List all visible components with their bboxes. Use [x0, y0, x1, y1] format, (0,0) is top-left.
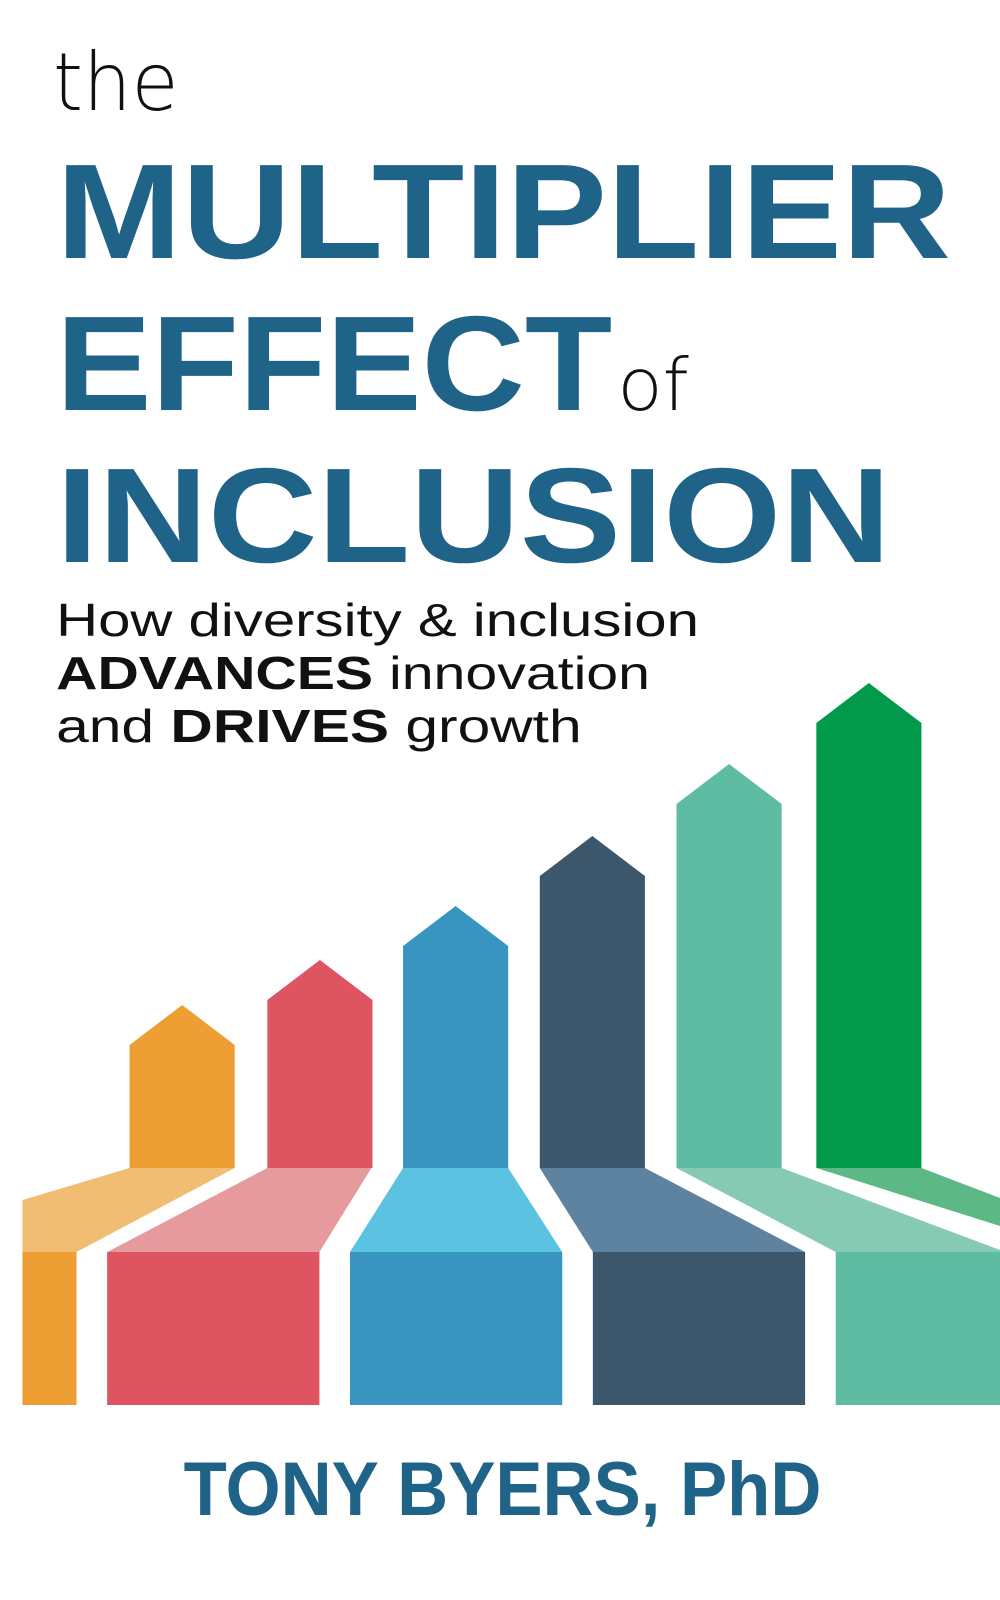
subtitle-line-2: ADVANCES innovation [56, 647, 650, 698]
arrow-stem-3 [403, 906, 509, 1168]
author-name: TONY BYERS, PhD [184, 1448, 822, 1532]
arrow-floor-3 [350, 1168, 563, 1252]
rising-arrows-graphic [22, 683, 1000, 1405]
title-line-inclusion: INCLUSION [56, 440, 891, 590]
subtitle-line-1: How diversity & inclusion [56, 594, 699, 645]
arrow-front-1 [22, 1252, 77, 1405]
arrow-stem-4 [539, 836, 645, 1168]
subtitle-line-3: and DRIVES growth [56, 700, 582, 751]
arrow-front-4 [592, 1252, 806, 1405]
title-line-effect: EFFECT [56, 288, 612, 438]
arrow-front-5 [835, 1252, 1000, 1405]
arrow-stem-6 [816, 683, 922, 1168]
arrow-floor-6 [816, 1168, 1000, 1226]
arrow-floor-2 [107, 1168, 372, 1252]
arrow-front-2 [107, 1252, 320, 1405]
arrow-floor-4 [539, 1168, 806, 1252]
arrow-stem-1 [129, 1005, 235, 1168]
arrow-stem-2 [267, 960, 373, 1168]
title-line-multiplier: MULTIPLIER [56, 136, 951, 286]
arrow-stem-5 [676, 764, 782, 1168]
title-of: of [617, 344, 689, 428]
arrow-floor-1 [22, 1168, 235, 1252]
arrow-floor-5 [676, 1168, 1000, 1252]
arrow-front-3 [350, 1252, 563, 1405]
title-the: the [53, 37, 179, 130]
